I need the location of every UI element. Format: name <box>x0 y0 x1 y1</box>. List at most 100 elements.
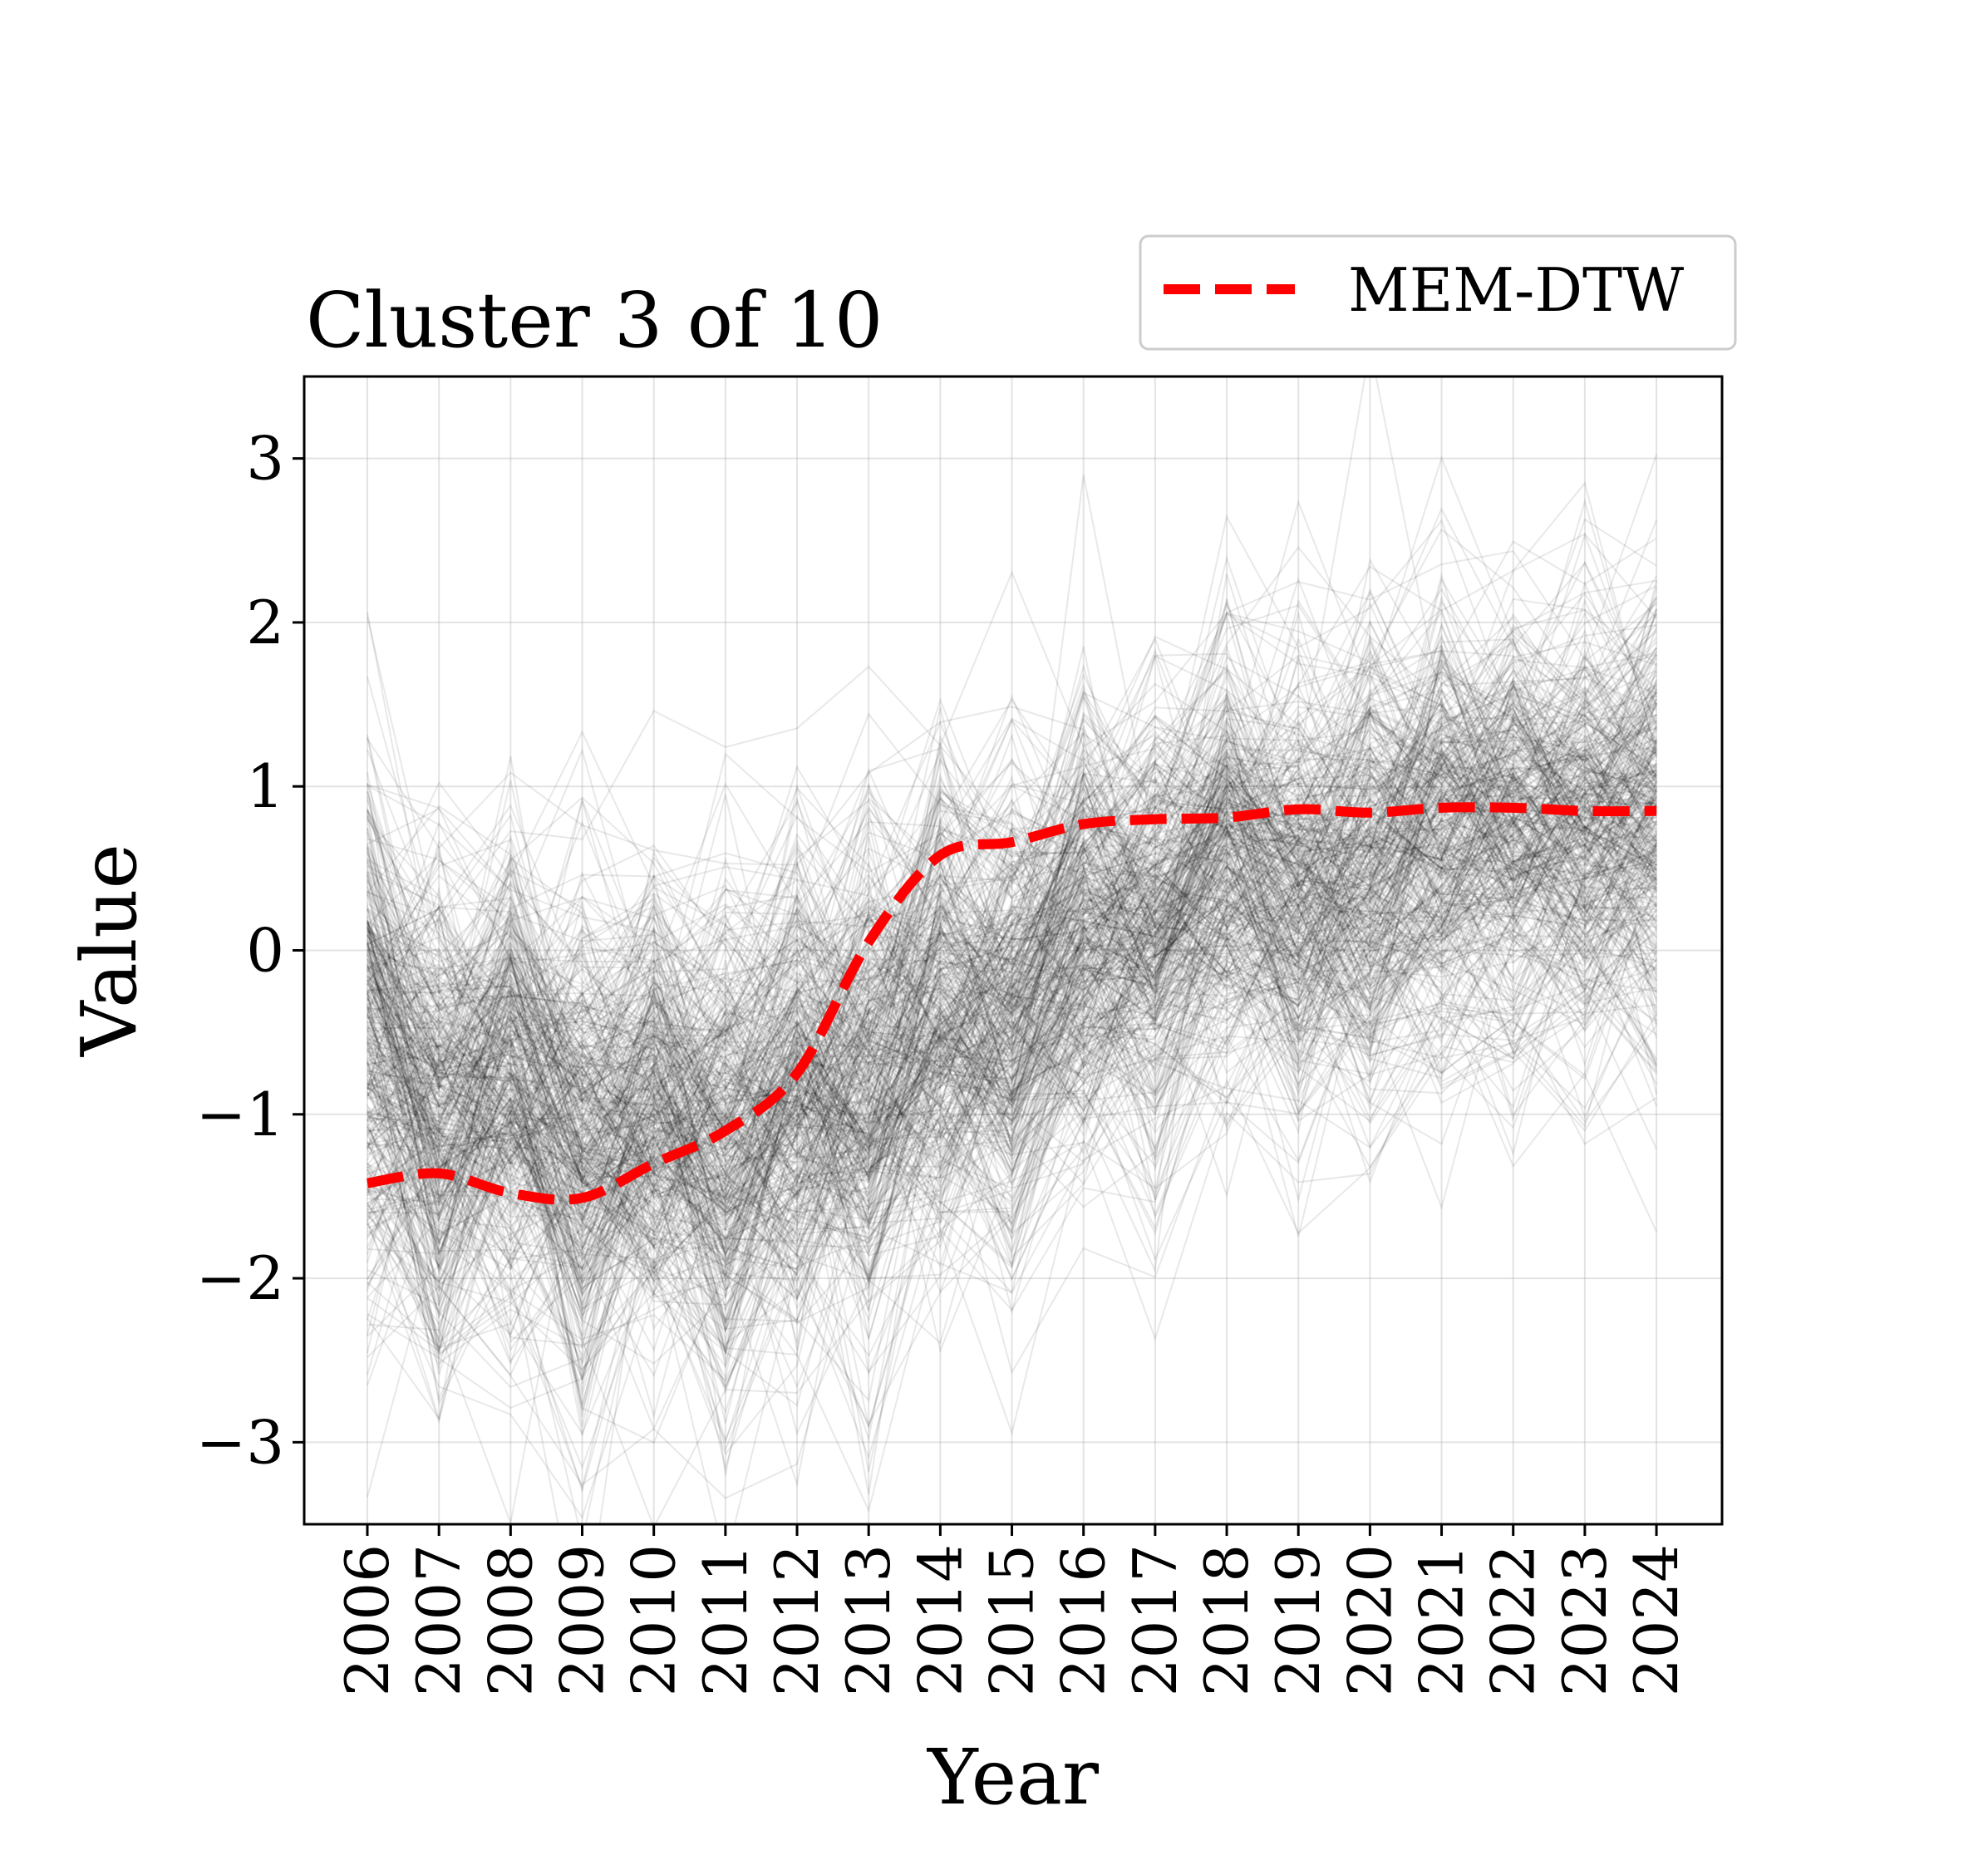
background-trace <box>367 674 1657 1201</box>
background-trace <box>367 829 1657 1262</box>
background-trace <box>367 736 1657 1436</box>
background-trace <box>367 815 1657 1325</box>
background-trace <box>367 798 1657 1300</box>
background-trace <box>367 682 1657 1286</box>
background-trace <box>367 874 1657 1524</box>
background-trace <box>367 737 1657 1231</box>
background-trace <box>367 885 1657 1329</box>
background-trace <box>367 683 1657 1297</box>
background-trace <box>367 752 1657 1337</box>
background-trace <box>367 719 1657 1333</box>
background-trace <box>367 821 1657 1320</box>
background-trace <box>367 732 1657 1334</box>
background-trace <box>367 775 1657 1199</box>
background-trace <box>367 770 1657 1200</box>
background-trace <box>367 722 1657 1370</box>
background-trace <box>367 689 1657 1181</box>
background-trace <box>367 993 1658 1372</box>
background-trace <box>367 903 1657 1377</box>
background-trace <box>367 770 1657 1220</box>
background-trace <box>367 752 1657 1354</box>
background-trace <box>367 713 1657 1297</box>
background-trace <box>367 748 1657 1198</box>
y-axis: −3 −2 −1 0 1 2 3 <box>196 424 304 1477</box>
background-trace <box>367 727 1657 1051</box>
background-trace <box>367 700 1658 1209</box>
background-trace <box>367 747 1657 1272</box>
background-trace <box>367 691 1657 1110</box>
background-trace <box>367 861 1657 1356</box>
background-trace <box>367 718 1657 1220</box>
background-trace <box>367 771 1657 1257</box>
background-trace <box>367 598 1657 1041</box>
background-trace <box>367 580 1658 1174</box>
background-trace <box>367 719 1657 1286</box>
background-trace <box>367 981 1657 1520</box>
background-trace <box>367 646 1658 1060</box>
background-trace <box>367 670 1657 1063</box>
background-trace <box>367 667 1657 1170</box>
background-trace <box>367 750 1657 1271</box>
background-trace <box>367 789 1658 1420</box>
x-tick-label: 2016 <box>1049 1544 1119 1696</box>
background-trace <box>367 598 1657 1183</box>
background-trace <box>367 825 1657 1344</box>
background-trace <box>367 846 1657 1390</box>
background-trace <box>367 780 1658 1336</box>
background-trace <box>367 736 1657 1201</box>
background-trace <box>367 928 1657 1352</box>
background-trace <box>367 580 1658 1199</box>
background-trace <box>367 741 1657 1217</box>
background-trace <box>367 751 1657 1204</box>
background-trace <box>367 693 1657 1223</box>
background-trace <box>367 745 1657 1178</box>
background-trace <box>367 770 1658 1297</box>
background-trace <box>367 628 1657 1290</box>
x-tick-label: 2007 <box>404 1544 474 1696</box>
background-trace <box>367 856 1657 1290</box>
background-trace <box>367 792 1657 1236</box>
background-trace <box>367 944 1657 1495</box>
background-trace <box>367 608 1657 1198</box>
background-trace <box>367 686 1657 1287</box>
background-trace <box>367 832 1657 1266</box>
background-trace <box>367 611 1658 1179</box>
background-trace <box>367 809 1657 1377</box>
background-trace <box>367 592 1657 1197</box>
background-trace <box>367 714 1657 1312</box>
background-trace <box>367 819 1658 1232</box>
background-trace <box>367 713 1657 1169</box>
background-trace <box>367 706 1657 1390</box>
background-trace <box>367 985 1658 1493</box>
y-tick-label: −3 <box>196 1407 284 1477</box>
background-trace <box>367 866 1657 1420</box>
background-trace <box>367 691 1658 1267</box>
background-trace <box>367 637 1657 1164</box>
y-tick-label: 2 <box>246 588 284 657</box>
background-trace <box>367 831 1657 1298</box>
background-trace <box>367 829 1657 1365</box>
background-trace <box>367 716 1657 1224</box>
background-trace <box>367 772 1657 1332</box>
background-trace <box>367 746 1657 1243</box>
background-trace <box>367 750 1657 1241</box>
background-trace <box>367 770 1657 1488</box>
background-trace <box>367 598 1657 1152</box>
background-trace <box>367 693 1657 1145</box>
background-trace <box>367 709 1657 1292</box>
background-trace <box>367 794 1657 1306</box>
background-trace <box>367 683 1657 1196</box>
background-trace <box>367 751 1657 1356</box>
background-trace <box>367 587 1658 1109</box>
background-trace <box>367 774 1657 1281</box>
background-trace <box>367 834 1658 1257</box>
background-trace <box>367 655 1657 1082</box>
background-trace <box>367 781 1657 1398</box>
background-trace <box>367 713 1657 1301</box>
background-trace <box>367 710 1657 1189</box>
background-trace <box>367 750 1657 1285</box>
background-trace <box>367 769 1657 1350</box>
background-trace <box>367 829 1657 1269</box>
x-tick-label: 2013 <box>834 1544 903 1696</box>
